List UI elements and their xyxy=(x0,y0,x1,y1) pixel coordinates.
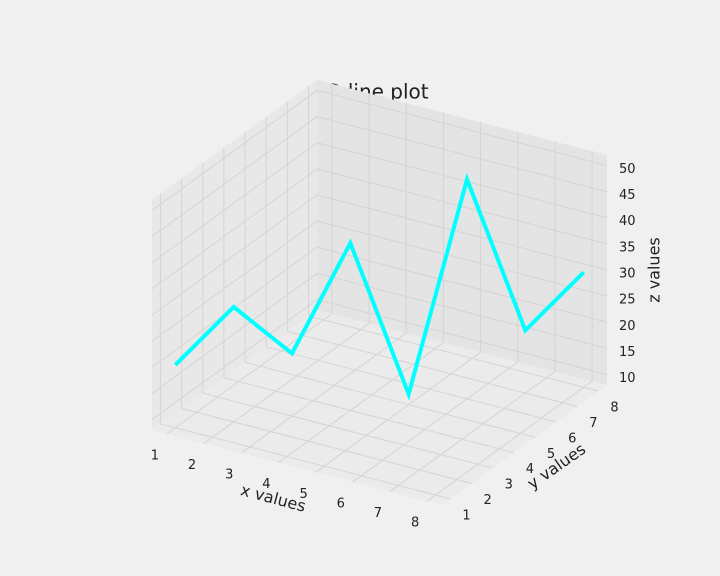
z-tick-label: 45 xyxy=(619,188,636,203)
grid-line xyxy=(316,116,608,193)
z-tick-label: 20 xyxy=(619,319,636,334)
z-tick-label: 30 xyxy=(619,267,636,282)
y-tick-label: 5 xyxy=(547,447,555,462)
grid-line xyxy=(316,142,608,219)
x-tick-label: 3 xyxy=(225,468,233,483)
x-tick-label: 7 xyxy=(374,506,382,521)
grid-line xyxy=(287,331,578,408)
grid-line xyxy=(151,194,318,316)
grid-line xyxy=(151,116,318,237)
grid-line xyxy=(389,371,556,492)
grid-line xyxy=(151,273,318,394)
y-tick-label: 1 xyxy=(462,508,470,523)
z-tick-label: 40 xyxy=(619,214,636,229)
grid-line xyxy=(316,246,608,323)
x-tick-label: 4 xyxy=(262,477,270,492)
floor-pane xyxy=(152,310,607,505)
z-tick-label: 50 xyxy=(619,162,636,177)
grid-line xyxy=(151,142,318,264)
grid-line xyxy=(203,323,370,444)
grid-line xyxy=(316,194,608,271)
z-tick-label: 10 xyxy=(619,371,636,386)
x-tick-label: 1 xyxy=(151,448,159,463)
grid-line xyxy=(151,299,318,420)
grid-line xyxy=(151,90,318,211)
y-tick-label: 4 xyxy=(526,462,534,477)
z-axis-label: z values xyxy=(645,237,664,303)
y-tick-label: 8 xyxy=(610,401,618,416)
grid-line xyxy=(151,220,318,342)
grid-line xyxy=(316,220,608,297)
grid-line xyxy=(316,89,608,166)
grid-line xyxy=(244,361,536,438)
grid-line xyxy=(316,168,608,245)
x-tick-label: 6 xyxy=(337,496,345,511)
y-tick-label: 6 xyxy=(568,431,576,446)
grid-line xyxy=(315,351,481,473)
x-tick-label: 8 xyxy=(411,516,419,531)
x-tick-label: 5 xyxy=(299,487,307,502)
grid-line xyxy=(151,168,318,290)
grid-line xyxy=(181,407,472,484)
grid-line xyxy=(352,361,519,483)
grid-line xyxy=(160,423,451,500)
y-tick-label: 7 xyxy=(589,416,597,431)
grid-line xyxy=(308,315,599,392)
grid-line xyxy=(240,332,407,454)
grid-line xyxy=(426,380,593,502)
z-tick-label: 15 xyxy=(619,345,636,360)
data-line xyxy=(173,172,586,401)
grid-line xyxy=(316,299,608,376)
z-tick-label: 35 xyxy=(619,240,636,255)
grid-line xyxy=(223,377,515,454)
y-tick-label: 2 xyxy=(483,493,491,508)
grid-line xyxy=(202,392,493,469)
y-tick-label: 3 xyxy=(505,478,513,493)
x-tick-label: 2 xyxy=(188,458,196,473)
z-tick-label: 25 xyxy=(619,293,636,308)
